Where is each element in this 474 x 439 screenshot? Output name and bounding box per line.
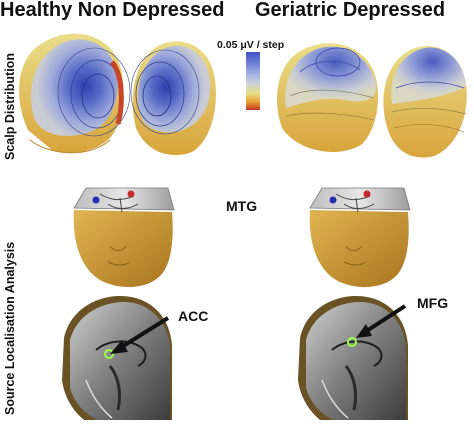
source-marker-red [127,190,135,198]
sagittal-mri-healthy [62,296,172,420]
source-marker-blue [92,196,100,204]
axial-head-geriatric [309,187,411,288]
color-scale-bar [246,52,260,110]
scalp-map-geriatric-left [276,43,378,152]
scalp-map-healthy-right [130,41,216,155]
axial-head-healthy [73,187,175,288]
label-mtg: MTG [226,198,258,214]
header-healthy-non-depressed: Healthy Non Depressed [0,0,225,21]
header-geriatric-depressed: Geriatric Depressed [255,0,446,21]
scale-label: 0.05 μV / step [217,39,285,51]
label-acc: ACC [178,308,209,324]
source-marker-blue [329,196,337,204]
scalp-map-healthy-left [19,33,131,154]
acc-marker [104,349,114,359]
source-marker-red [363,190,371,198]
label-mfg: MFG [417,295,449,311]
scalp-map-geriatric-right [383,45,467,158]
arrow-acc [110,316,170,354]
sagittal-mri-geriatric [298,296,408,420]
arrow-mfg [356,304,407,338]
scalp-distribution-maps [19,33,467,158]
mfg-marker [347,337,357,347]
